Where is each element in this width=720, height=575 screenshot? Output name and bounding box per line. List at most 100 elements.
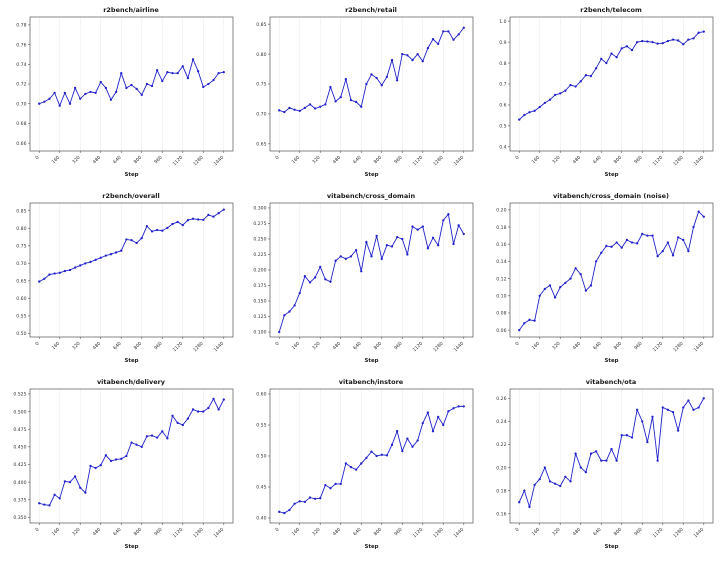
charts-grid: r2bench/airline 0 160 320 480 640 800 960 1120 1… [0,3,720,561]
svg-text:480: 480 [572,527,582,537]
svg-text:1120: 1120 [172,527,185,540]
svg-text:1120: 1120 [412,527,425,540]
svg-text:480: 480 [92,341,102,351]
svg-text:0.100: 0.100 [253,330,266,336]
chart-vitabench-delivery: vitabench/delivery 0 160 320 480 640 800 960 11… [0,375,240,561]
svg-text:800: 800 [613,155,623,165]
svg-text:960: 960 [393,527,403,537]
svg-text:160: 160 [51,155,61,165]
svg-text:640: 640 [352,527,362,537]
svg-text:1440: 1440 [213,155,226,168]
svg-text:0.80: 0.80 [16,226,26,232]
svg-text:Step: Step [605,358,619,364]
svg-text:640: 640 [592,527,602,537]
svg-text:Step: Step [125,172,139,178]
svg-text:1280: 1280 [672,527,685,540]
svg-text:0.78: 0.78 [16,23,26,29]
svg-text:1440: 1440 [213,527,226,540]
chart-canvas: 0 160 320 480 640 800 960 1120 1280 1440 0.4 0.5 0.6… [499,16,714,178]
svg-text:480: 480 [332,341,342,351]
svg-text:0.525: 0.525 [13,392,26,398]
svg-text:0.60: 0.60 [16,296,26,302]
svg-text:1280: 1280 [432,155,445,168]
svg-text:0.72: 0.72 [16,82,26,88]
svg-text:160: 160 [51,527,61,537]
svg-text:0.60: 0.60 [256,392,266,398]
chart-r2bench-telecom: r2bench/telecom 0 160 320 480 640 800 960 1120 1… [480,3,720,189]
chart-canvas: 0 160 320 480 640 800 960 1120 1280 1440 0.50 0.55 0… [16,202,234,364]
svg-text:0: 0 [274,527,280,533]
svg-text:960: 960 [393,341,403,351]
svg-text:0.65: 0.65 [256,142,266,148]
chart-r2bench-overall: r2bench/overall 0 160 320 480 640 800 960 1120 1… [0,189,240,375]
svg-text:960: 960 [633,527,643,537]
chart-vitabench-ota: vitabench/ota 0 160 320 480 640 800 960 1120 128… [480,375,720,561]
svg-text:1280: 1280 [192,155,205,168]
svg-text:1280: 1280 [192,527,205,540]
svg-text:960: 960 [153,155,163,165]
svg-text:0.300: 0.300 [253,206,266,212]
svg-text:1120: 1120 [652,155,665,168]
svg-text:0: 0 [514,527,520,533]
svg-text:320: 320 [551,527,561,537]
svg-text:480: 480 [572,341,582,351]
chart-vitabench-cross-domain-noise: vitabench/cross_domain (noise) 0 160 320 48… [480,189,720,375]
svg-text:0.5: 0.5 [499,124,506,130]
svg-text:0.425: 0.425 [13,462,26,468]
svg-text:0.26: 0.26 [496,396,506,402]
svg-text:0: 0 [34,341,40,347]
svg-text:0: 0 [514,155,520,161]
svg-text:800: 800 [373,527,383,537]
svg-text:480: 480 [92,527,102,537]
svg-text:1120: 1120 [652,341,665,354]
svg-text:1120: 1120 [172,341,185,354]
svg-text:0.70: 0.70 [16,261,26,267]
svg-text:0.40: 0.40 [256,516,266,522]
svg-text:1440: 1440 [453,155,466,168]
svg-text:1120: 1120 [652,527,665,540]
svg-text:0.85: 0.85 [256,22,266,28]
chart-canvas: 0 160 320 480 640 800 960 1120 1280 1440 0.100 0.12… [253,202,474,364]
svg-text:0.24: 0.24 [496,419,506,425]
svg-text:160: 160 [531,527,541,537]
svg-text:960: 960 [153,341,163,351]
svg-text:0.250: 0.250 [253,237,266,243]
chart-canvas: 0 160 320 480 640 800 960 1120 1280 1440 0.66 0.68 0… [16,16,234,178]
svg-text:320: 320 [311,341,321,351]
svg-text:0.70: 0.70 [256,112,266,118]
svg-text:0.50: 0.50 [16,331,26,337]
svg-text:640: 640 [352,155,362,165]
svg-text:0.85: 0.85 [16,208,26,214]
svg-text:0.68: 0.68 [16,121,26,127]
chart-canvas: 0 160 320 480 640 800 960 1120 1280 1440 0.350 0.37… [13,388,234,550]
svg-text:0.7: 0.7 [499,82,506,88]
svg-text:800: 800 [133,155,143,165]
svg-text:480: 480 [92,155,102,165]
svg-text:1120: 1120 [172,155,185,168]
svg-text:Step: Step [365,172,379,178]
svg-text:0.18: 0.18 [496,488,506,494]
svg-text:0.55: 0.55 [256,423,266,429]
chart-vitabench-cross-domain: vitabench/cross_domain 0 160 320 480 640 800 9… [240,189,480,375]
chart-title: vitabench/cross_domain (noise) [553,192,669,200]
svg-text:640: 640 [112,155,122,165]
chart-title: vitabench/instore [338,378,404,386]
svg-text:320: 320 [71,155,81,165]
svg-text:160: 160 [531,155,541,165]
svg-text:800: 800 [133,527,143,537]
svg-text:Step: Step [125,544,139,550]
svg-text:1280: 1280 [672,155,685,168]
svg-text:960: 960 [633,155,643,165]
svg-text:0: 0 [514,341,520,347]
svg-text:960: 960 [633,341,643,351]
svg-text:1120: 1120 [412,155,425,168]
chart-canvas: 0 160 320 480 640 800 960 1120 1280 1440 0.06 0.08 0… [496,202,714,364]
svg-text:Step: Step [365,358,379,364]
svg-text:0.55: 0.55 [16,314,26,320]
svg-text:160: 160 [51,341,61,351]
svg-text:0.65: 0.65 [16,279,26,285]
svg-text:0.16: 0.16 [496,242,506,248]
chart-title: vitabench/cross_domain [326,192,416,200]
svg-text:Step: Step [605,544,619,550]
svg-text:0.200: 0.200 [253,268,266,274]
